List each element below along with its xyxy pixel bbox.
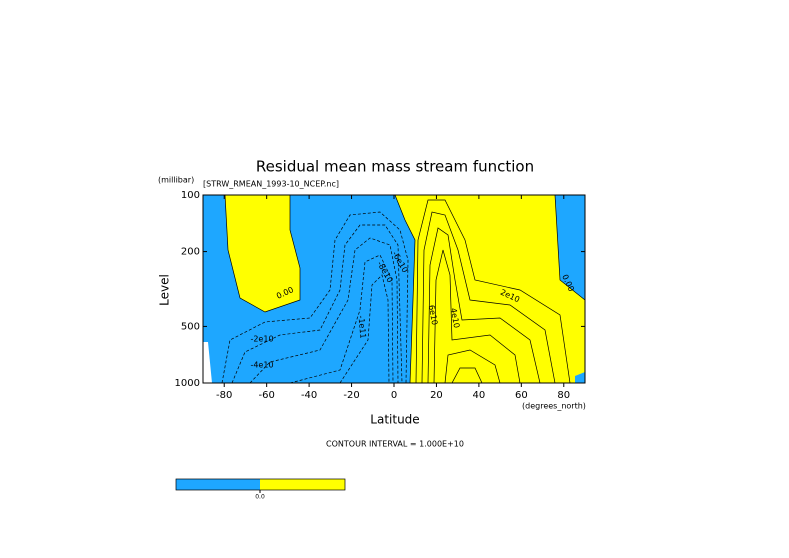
y-tick-label: 200: [181, 247, 200, 258]
positive-contour: [451, 367, 483, 384]
x-units: (degrees_north): [522, 402, 586, 411]
positive-contour: [427, 227, 541, 384]
positive-contour: [415, 199, 571, 384]
contour-label: 6e10: [427, 304, 439, 325]
contour-lines: [221, 194, 586, 384]
colorbar: [175, 478, 346, 491]
x-tick-label: -20: [343, 390, 359, 401]
x-tick-label: 60: [515, 390, 528, 401]
positive-region: [225, 195, 300, 312]
contour-label: -1e11: [357, 315, 368, 339]
y-units: (millibar): [158, 176, 194, 185]
colorbar-label: 0.0: [255, 494, 265, 501]
negative-contour: [221, 211, 409, 384]
positive-contour: [433, 249, 521, 384]
x-tick-label: -80: [216, 390, 232, 401]
negative-contour: [231, 224, 403, 384]
x-tick-label: -60: [258, 390, 274, 401]
x-tick-label: 80: [557, 390, 570, 401]
x-tick-label: 0: [391, 390, 397, 401]
colorbar-negative: [176, 479, 260, 490]
contour-fills: [203, 195, 585, 383]
y-tick-label: 500: [181, 321, 200, 332]
positive-region: [395, 195, 585, 383]
missing-region: [203, 342, 212, 383]
negative-contour: [339, 274, 390, 384]
contour-label: 4e10: [449, 307, 461, 328]
colorbar-positive: [260, 479, 345, 490]
x-tick-label: -40: [301, 390, 317, 401]
zero-contour: [554, 194, 586, 301]
y-axis-label: Level: [158, 274, 172, 306]
y-tick-label: 100: [181, 190, 200, 201]
x-tick-label: 20: [430, 390, 443, 401]
negative-contour: [289, 254, 394, 384]
positive-contour: [421, 211, 556, 384]
contour-label: -4e10: [250, 361, 273, 370]
positive-contour: [444, 349, 501, 384]
y-tick-label: 1000: [175, 378, 200, 389]
footnote: CONTOUR INTERVAL = 1.000E+10: [326, 440, 464, 449]
negative-contour: [249, 237, 399, 384]
x-axis-label: Latitude: [370, 413, 419, 427]
zero-contour: [224, 194, 301, 313]
x-tick-label: 40: [473, 390, 486, 401]
zero-contour: [394, 194, 416, 384]
contour-label: -2e10: [250, 335, 273, 344]
subtitle: [STRW_RMEAN_1993-10_NCEP.nc]: [203, 180, 339, 189]
chart-title: Residual mean mass stream function: [256, 158, 534, 176]
